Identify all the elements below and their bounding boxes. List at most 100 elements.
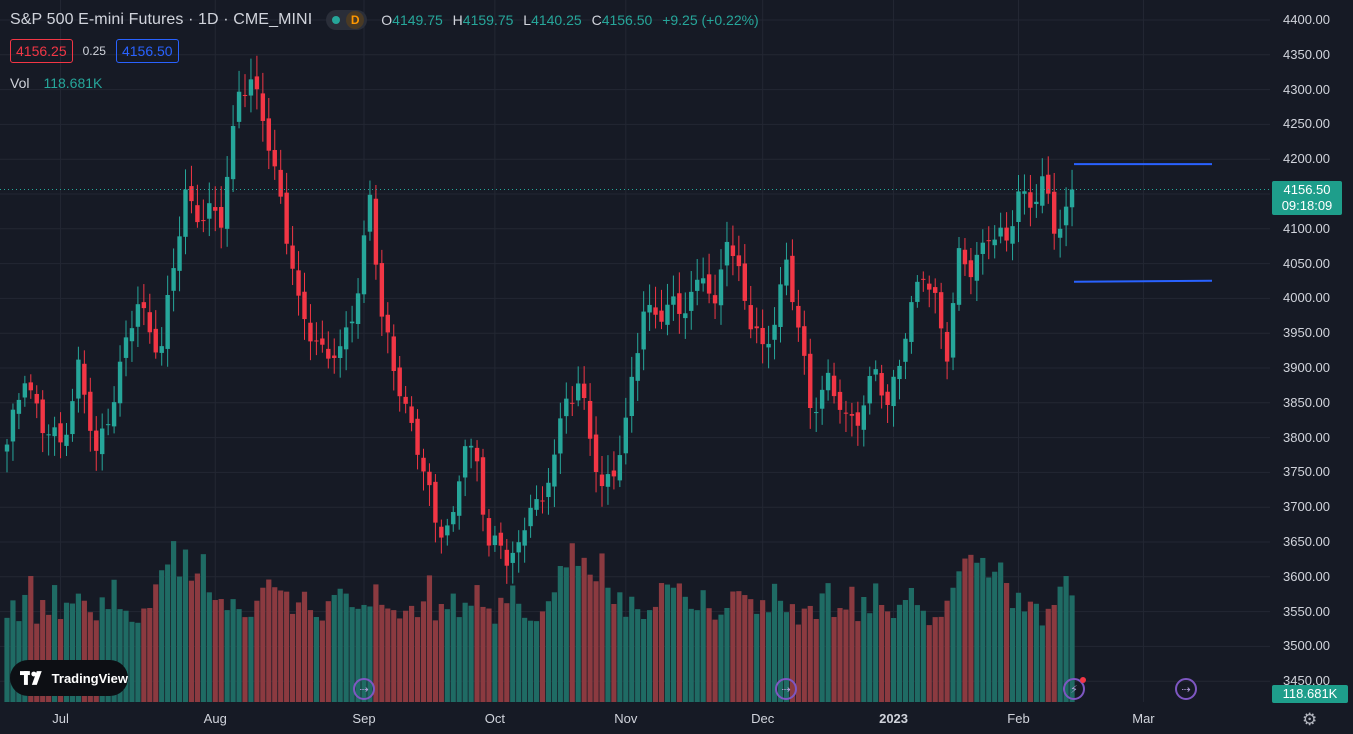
volume-bar	[807, 605, 813, 702]
volume-bar	[135, 622, 141, 702]
price-axis-tick: 3500.00	[1283, 638, 1330, 654]
dividend-event-icon[interactable]: ⇢	[353, 678, 375, 700]
candle-body	[462, 446, 468, 478]
candle-body	[284, 192, 289, 244]
candle-body	[629, 376, 634, 417]
flash-event-icon[interactable]: ⚡	[1063, 677, 1086, 700]
candle-body	[52, 427, 57, 437]
volume-bar	[706, 608, 712, 702]
horizontal-levels[interactable]	[1073, 163, 1213, 283]
candle-body	[552, 454, 557, 487]
volume-bar	[688, 608, 694, 702]
price-axis-tick: 4200.00	[1283, 151, 1330, 167]
gear-icon[interactable]: ⚙	[1302, 710, 1318, 729]
candle-body	[445, 525, 450, 536]
candle-body	[921, 278, 926, 280]
volume-bar	[617, 592, 623, 702]
volume-bar	[1045, 608, 1051, 702]
volume-bar	[426, 575, 433, 702]
volume-bar	[343, 593, 349, 702]
candle-body	[254, 76, 260, 90]
volume-bar	[99, 597, 105, 702]
candle-body	[498, 532, 504, 546]
volume-bar	[712, 619, 718, 702]
candle-body	[159, 346, 164, 353]
dividend-event-icon[interactable]: ⇢	[775, 678, 797, 700]
volume-bar	[200, 554, 206, 702]
volume-bar	[825, 583, 831, 702]
volume-bar	[700, 590, 706, 702]
candle-body	[242, 94, 248, 96]
volume-bar	[914, 605, 920, 702]
time-axis-tick: Mar	[1132, 711, 1155, 726]
volume-value: 118.681K	[43, 75, 103, 91]
tradingview-logo[interactable]: TradingView	[10, 660, 128, 696]
candle-body	[165, 294, 170, 349]
candle-body	[962, 249, 968, 265]
volume-bar	[159, 570, 165, 702]
volume-bar	[456, 617, 462, 702]
price-axis-tick: 3900.00	[1283, 360, 1330, 375]
volume-bar	[813, 618, 819, 702]
candle-body	[320, 338, 325, 345]
candle-body	[593, 434, 599, 473]
sell-button[interactable]: 4156.25	[10, 39, 73, 63]
candle-body	[873, 369, 878, 375]
volume-bar	[587, 574, 593, 702]
volume-bar	[397, 618, 403, 702]
candle-body	[944, 331, 950, 362]
dividend-event-icon[interactable]: ⇢	[1175, 678, 1197, 700]
candle-body	[135, 304, 141, 327]
volume-bar	[855, 621, 861, 702]
price-axis-tick: 4300.00	[1283, 81, 1330, 97]
candle-body	[576, 383, 581, 401]
candle-body	[367, 194, 373, 232]
candle-body	[950, 303, 956, 358]
high-label: H	[452, 12, 463, 28]
candle-body	[861, 405, 866, 430]
chart-grid	[0, 0, 1270, 702]
volume-bar	[379, 604, 385, 702]
volume-bar	[87, 612, 93, 702]
candle-body	[1069, 189, 1075, 208]
volume-label: Vol	[10, 75, 30, 91]
candle-body	[1052, 191, 1057, 234]
candle-body	[581, 383, 587, 399]
volume-bar	[236, 609, 242, 702]
volume-legend[interactable]: Vol 118.681K	[10, 75, 102, 91]
candle-body	[177, 236, 182, 271]
candle-body	[790, 255, 795, 303]
open-label: O	[381, 12, 393, 28]
candle-body	[100, 428, 105, 455]
candle-body	[891, 376, 896, 407]
volume-bar	[254, 600, 260, 702]
buy-button[interactable]: 4156.50	[115, 39, 179, 63]
volume-bar	[1069, 595, 1075, 702]
candle-body	[219, 206, 224, 228]
candle-body	[712, 295, 718, 304]
volume-bar	[718, 614, 724, 702]
candle-body	[617, 455, 623, 481]
candle-body	[296, 270, 301, 296]
volume-bar	[165, 564, 171, 702]
volume-bar	[968, 554, 974, 702]
volume-bar	[998, 562, 1004, 702]
volume-bar	[10, 600, 16, 702]
candle-body	[349, 321, 355, 324]
volume-bar	[75, 593, 81, 702]
candle-body	[230, 126, 236, 180]
candle-body	[587, 401, 593, 439]
volume-bar	[69, 603, 76, 702]
market-status[interactable]: D	[326, 10, 368, 30]
volume-bar	[795, 624, 801, 702]
horizontal-level-line[interactable]	[1073, 279, 1213, 283]
candle-body	[956, 248, 962, 305]
candle-body	[724, 241, 730, 266]
symbol-title[interactable]: S&P 500 E-mini Futures · 1D · CME_MINI	[10, 11, 313, 28]
candle-body	[1034, 201, 1039, 205]
candle-body	[10, 409, 16, 442]
candle-body	[224, 176, 230, 229]
price-axis-tick: 3750.00	[1283, 464, 1330, 480]
volume-bar	[361, 604, 367, 702]
